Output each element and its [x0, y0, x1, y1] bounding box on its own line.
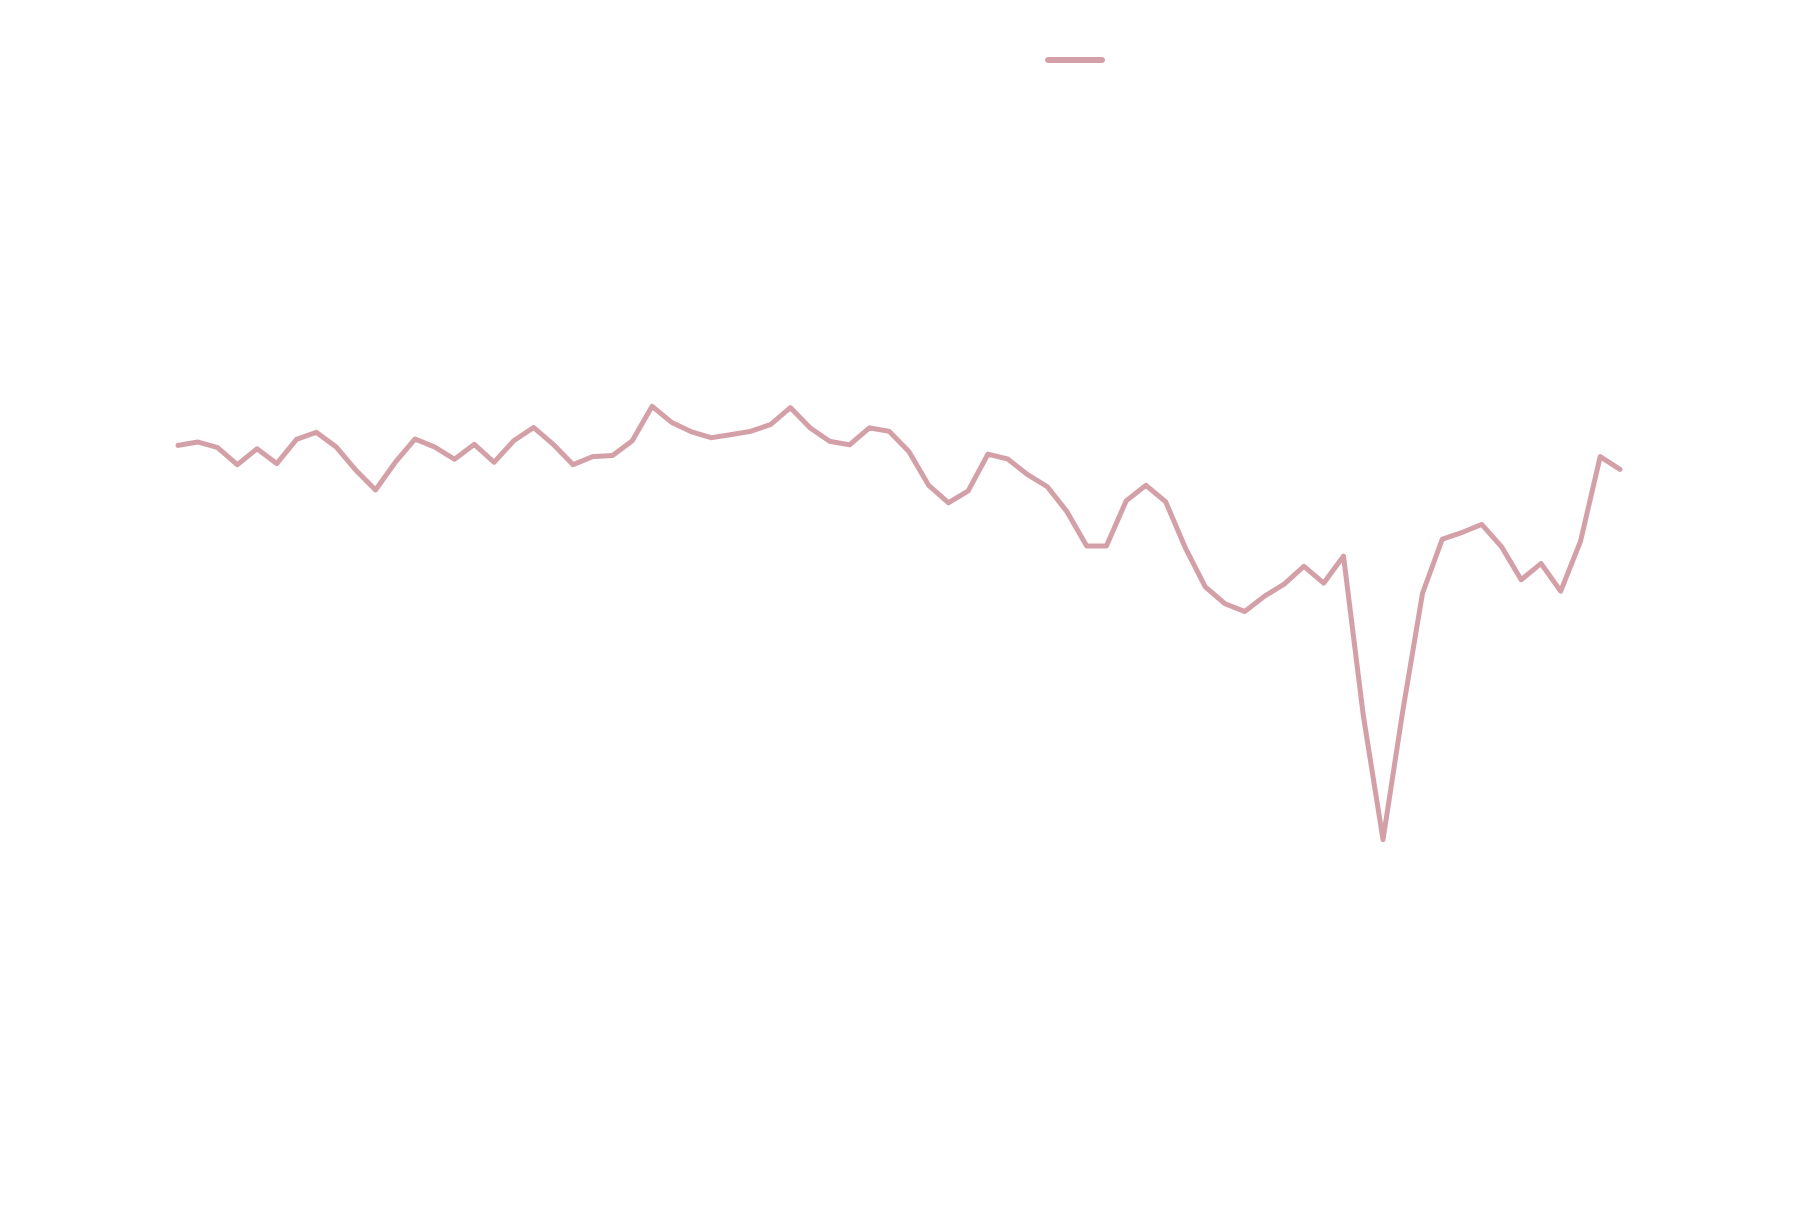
data-point	[1440, 537, 1445, 542]
data-point	[1183, 546, 1188, 551]
data-point	[1618, 467, 1623, 472]
data-point	[511, 438, 516, 443]
data-point	[235, 462, 240, 467]
data-point	[1499, 544, 1504, 549]
data-point	[1262, 594, 1267, 599]
data-point	[255, 446, 260, 451]
data-point	[432, 445, 437, 450]
data-point	[0, 402, 3, 407]
data-point	[1400, 709, 1405, 714]
plot-area	[0, 402, 1623, 843]
data-point	[729, 432, 734, 437]
data-point	[669, 420, 674, 425]
data-point	[827, 439, 832, 444]
data-point	[1361, 712, 1366, 717]
data-point	[1143, 483, 1148, 488]
data-point	[531, 425, 536, 430]
data-point	[1282, 582, 1287, 587]
series-line-0	[175, 403, 1623, 843]
data-point	[1163, 499, 1168, 504]
data-point	[946, 500, 951, 505]
data-point	[867, 425, 872, 430]
data-point	[1124, 498, 1129, 503]
data-point	[1578, 539, 1583, 544]
data-point	[472, 442, 477, 447]
data-point	[1321, 581, 1326, 586]
data-point	[274, 461, 279, 466]
data-point	[294, 437, 299, 442]
data-point	[590, 454, 595, 459]
data-point	[215, 445, 220, 450]
data-point	[887, 429, 892, 434]
data-point	[1242, 609, 1247, 614]
data-point	[906, 449, 911, 454]
data-point	[650, 404, 655, 409]
data-point	[373, 488, 378, 493]
data-point	[1084, 544, 1089, 549]
data-point	[452, 457, 457, 462]
data-point	[1460, 530, 1465, 535]
data-point	[966, 489, 971, 494]
data-point	[748, 429, 753, 434]
data-point	[985, 452, 990, 457]
data-point	[413, 437, 418, 442]
data-point	[1203, 584, 1208, 589]
data-point	[1558, 589, 1563, 594]
data-point	[393, 460, 398, 465]
data-point	[551, 442, 556, 447]
data-point	[1539, 561, 1544, 566]
data-point	[334, 444, 339, 449]
data-point	[1420, 591, 1425, 596]
data-point	[1104, 544, 1109, 549]
data-point	[1222, 601, 1227, 606]
data-point	[314, 430, 319, 435]
data-point	[176, 443, 181, 448]
data-point	[709, 435, 714, 440]
data-point	[1479, 522, 1484, 527]
data-point	[195, 440, 200, 445]
data-point	[1341, 554, 1346, 559]
data-point	[808, 425, 813, 430]
data-point	[788, 405, 793, 410]
data-point	[1381, 837, 1386, 842]
data-point	[492, 460, 497, 465]
data-point	[1045, 484, 1050, 489]
data-point	[353, 468, 358, 473]
data-point	[1301, 564, 1306, 569]
data-point	[689, 429, 694, 434]
data-point	[926, 483, 931, 488]
data-point	[768, 422, 773, 427]
data-point	[1064, 509, 1069, 514]
data-point	[1519, 577, 1524, 582]
data-point	[630, 438, 635, 443]
data-point	[847, 442, 852, 447]
data-point	[1598, 454, 1603, 459]
data-point	[1025, 472, 1030, 477]
data-point	[1005, 456, 1010, 461]
data-point	[571, 462, 576, 467]
data-point	[610, 453, 615, 458]
